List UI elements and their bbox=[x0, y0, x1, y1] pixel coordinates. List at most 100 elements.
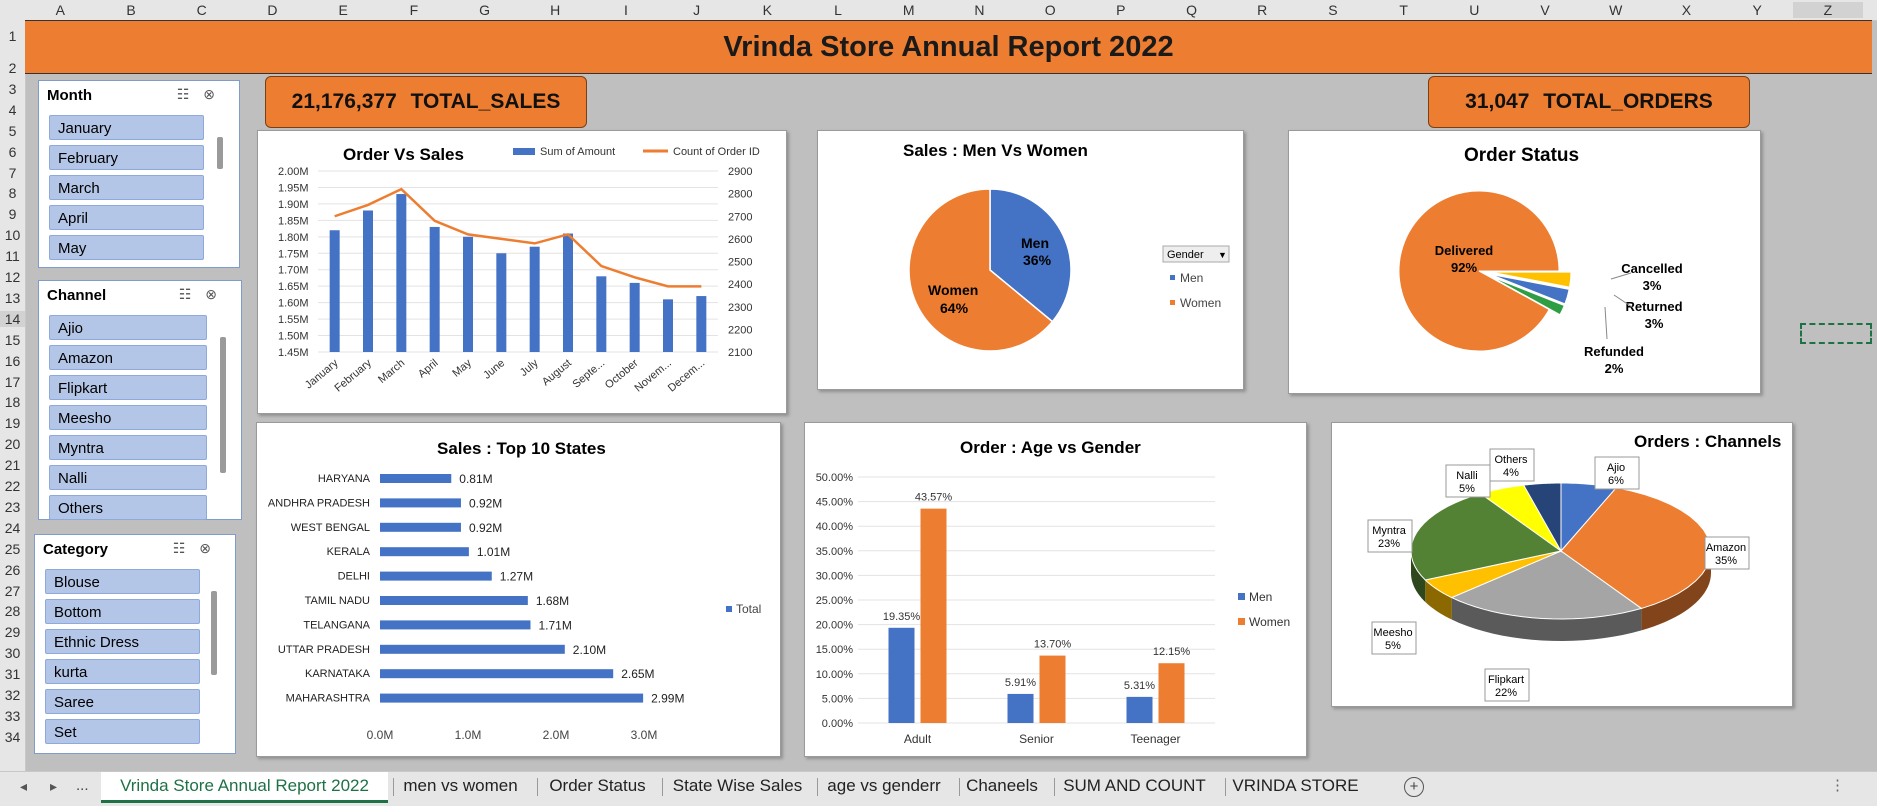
column-header-e[interactable]: E bbox=[338, 2, 348, 18]
row-header-8[interactable]: 8 bbox=[8, 185, 17, 202]
row-header-7[interactable]: 7 bbox=[8, 164, 17, 181]
slicer-item-kurta[interactable]: kurta bbox=[45, 659, 200, 684]
tab-state-wise-sales[interactable]: State Wise Sales bbox=[672, 776, 803, 795]
month-slicer[interactable]: Month ☷⊗ January February March April May bbox=[38, 80, 240, 268]
column-header-b[interactable]: B bbox=[126, 2, 136, 18]
slicer-item-may[interactable]: May bbox=[49, 235, 204, 260]
column-header-p[interactable]: P bbox=[1116, 2, 1126, 18]
total-sales-card[interactable]: 21,176,377 TOTAL_SALES bbox=[265, 76, 587, 128]
column-header-v[interactable]: V bbox=[1540, 2, 1550, 18]
column-header-j[interactable]: J bbox=[693, 2, 701, 18]
active-cell[interactable] bbox=[1800, 323, 1872, 344]
slicer-item-blouse[interactable]: Blouse bbox=[45, 569, 200, 594]
age-vs-gender-chart[interactable]: Order : Age vs Gender 50.00% 45.00% 40.00% 3… bbox=[804, 422, 1307, 757]
column-header-r[interactable]: R bbox=[1257, 2, 1268, 18]
row-header-19[interactable]: 19 bbox=[4, 415, 21, 432]
row-header-4[interactable]: 4 bbox=[8, 101, 17, 118]
slicer-item-others[interactable]: Others bbox=[49, 495, 207, 520]
row-header-11[interactable]: 11 bbox=[5, 248, 20, 265]
channels-chart[interactable]: Orders : Channels Ajio 6% Amazon 35% Flipkart… bbox=[1331, 422, 1793, 707]
row-header-5[interactable]: 5 bbox=[8, 122, 17, 139]
row-header-16[interactable]: 16 bbox=[4, 352, 21, 369]
clear-filter-icon[interactable]: ⊗ bbox=[203, 86, 229, 102]
slicer-item-march[interactable]: March bbox=[49, 175, 204, 200]
multi-select-icon[interactable]: ☷ bbox=[176, 86, 204, 102]
slicer-item-myntra[interactable]: Myntra bbox=[49, 435, 207, 460]
row-header-9[interactable]: 9 bbox=[8, 206, 17, 223]
slicer-item-ethnic-dress[interactable]: Ethnic Dress bbox=[45, 629, 200, 654]
column-header-w[interactable]: W bbox=[1609, 2, 1623, 18]
column-header-g[interactable]: G bbox=[479, 2, 490, 18]
row-header-25[interactable]: 25 bbox=[4, 540, 21, 557]
column-header-d[interactable]: D bbox=[267, 2, 278, 18]
column-header-f[interactable]: F bbox=[409, 2, 419, 18]
column-header-n[interactable]: N bbox=[974, 2, 985, 18]
report-title-banner[interactable]: Vrinda Store Annual Report 2022 bbox=[25, 20, 1872, 74]
category-slicer[interactable]: Category ☷⊗ Blouse Bottom Ethnic Dress kurt… bbox=[34, 534, 236, 754]
tab-sum-and-count[interactable]: SUM AND COUNT bbox=[1063, 776, 1206, 795]
column-header-o[interactable]: O bbox=[1044, 2, 1056, 18]
total-orders-card[interactable]: 31,047 TOTAL_ORDERS bbox=[1428, 76, 1750, 128]
tab-men-vs-women[interactable]: men vs women bbox=[403, 776, 518, 795]
row-header-33[interactable]: 33 bbox=[4, 707, 21, 724]
row-header-14[interactable]: 14 bbox=[0, 310, 25, 327]
row-header-15[interactable]: 15 bbox=[4, 331, 21, 348]
column-header-a[interactable]: A bbox=[55, 2, 66, 18]
slicer-item-flipkart[interactable]: Flipkart bbox=[49, 375, 207, 400]
column-header-q[interactable]: Q bbox=[1186, 2, 1197, 18]
column-header-x[interactable]: X bbox=[1681, 2, 1692, 18]
slicer-item-meesho[interactable]: Meesho bbox=[49, 405, 207, 430]
column-header-l[interactable]: L bbox=[834, 2, 842, 18]
column-header-y[interactable]: Y bbox=[1752, 2, 1762, 18]
month-slicer-scrollbar[interactable] bbox=[217, 137, 223, 169]
tab-options-icon[interactable]: ⋮ bbox=[1830, 777, 1845, 794]
row-header-22[interactable]: 22 bbox=[4, 478, 21, 494]
row-header-30[interactable]: 30 bbox=[4, 645, 21, 662]
column-header-u[interactable]: U bbox=[1469, 2, 1480, 18]
slicer-item-saree[interactable]: Saree bbox=[45, 689, 200, 714]
tab-chaneels[interactable]: Chaneels bbox=[966, 776, 1038, 795]
slicer-item-amazon[interactable]: Amazon bbox=[49, 345, 207, 370]
row-header-3[interactable]: 3 bbox=[8, 80, 17, 97]
column-header-c[interactable]: C bbox=[196, 2, 207, 18]
tab-age-vs-genderr[interactable]: age vs genderr bbox=[827, 776, 941, 795]
slicer-item-january[interactable]: January bbox=[49, 115, 204, 140]
order-status-chart[interactable]: Order Status Delivered 92% Cancelled 3% Retur… bbox=[1288, 130, 1761, 394]
next-sheet-icon[interactable]: ▸ bbox=[50, 778, 58, 794]
row-header-29[interactable]: 29 bbox=[4, 624, 21, 641]
row-header-28[interactable]: 28 bbox=[4, 603, 21, 620]
column-header-h[interactable]: H bbox=[550, 2, 561, 18]
row-header-2[interactable]: 2 bbox=[8, 60, 17, 76]
channel-slicer-scrollbar[interactable] bbox=[220, 337, 226, 473]
row-header-24[interactable]: 24 bbox=[4, 519, 21, 536]
row-header-21[interactable]: 21 bbox=[4, 457, 21, 474]
row-header-27[interactable]: 27 bbox=[4, 582, 21, 599]
column-header-t[interactable]: T bbox=[1399, 2, 1408, 18]
row-header-26[interactable]: 26 bbox=[4, 561, 21, 578]
row-header-6[interactable]: 6 bbox=[8, 143, 17, 160]
slicer-item-april[interactable]: April bbox=[49, 205, 204, 230]
tab-order-status[interactable]: Order Status bbox=[549, 776, 646, 795]
clear-filter-icon[interactable]: ⊗ bbox=[205, 286, 231, 302]
multi-select-icon[interactable]: ☷ bbox=[172, 540, 200, 556]
clear-filter-icon[interactable]: ⊗ bbox=[199, 540, 225, 556]
multi-select-icon[interactable]: ☷ bbox=[178, 286, 206, 302]
row-header-23[interactable]: 23 bbox=[4, 498, 21, 515]
row-header-1[interactable]: 1 bbox=[8, 28, 17, 44]
row-header-12[interactable]: 12 bbox=[4, 269, 21, 285]
add-sheet-icon[interactable]: + bbox=[1404, 777, 1424, 797]
slicer-item-bottom[interactable]: Bottom bbox=[45, 599, 200, 624]
row-header-10[interactable]: 10 bbox=[4, 227, 21, 244]
column-header-i[interactable]: I bbox=[623, 2, 628, 18]
slicer-item-ajio[interactable]: Ajio bbox=[49, 315, 207, 340]
row-header-34[interactable]: 34 bbox=[4, 728, 21, 745]
top-states-chart[interactable]: Sales : Top 10 States HARYANA 0.81M ANDHRA … bbox=[256, 422, 781, 757]
men-vs-women-chart[interactable]: Sales : Men Vs Women Men 36% Women 64% Gender… bbox=[817, 130, 1244, 390]
category-slicer-scrollbar[interactable] bbox=[211, 591, 217, 675]
channel-slicer[interactable]: Channel ☷⊗ Ajio Amazon Flipkart Meesho Myntr… bbox=[38, 280, 242, 520]
column-header-s[interactable]: S bbox=[1328, 2, 1338, 18]
column-header-m[interactable]: M bbox=[902, 2, 915, 18]
column-header-z[interactable]: Z bbox=[1792, 2, 1864, 18]
slicer-item-february[interactable]: February bbox=[49, 145, 204, 170]
slicer-item-set[interactable]: Set bbox=[45, 719, 200, 744]
